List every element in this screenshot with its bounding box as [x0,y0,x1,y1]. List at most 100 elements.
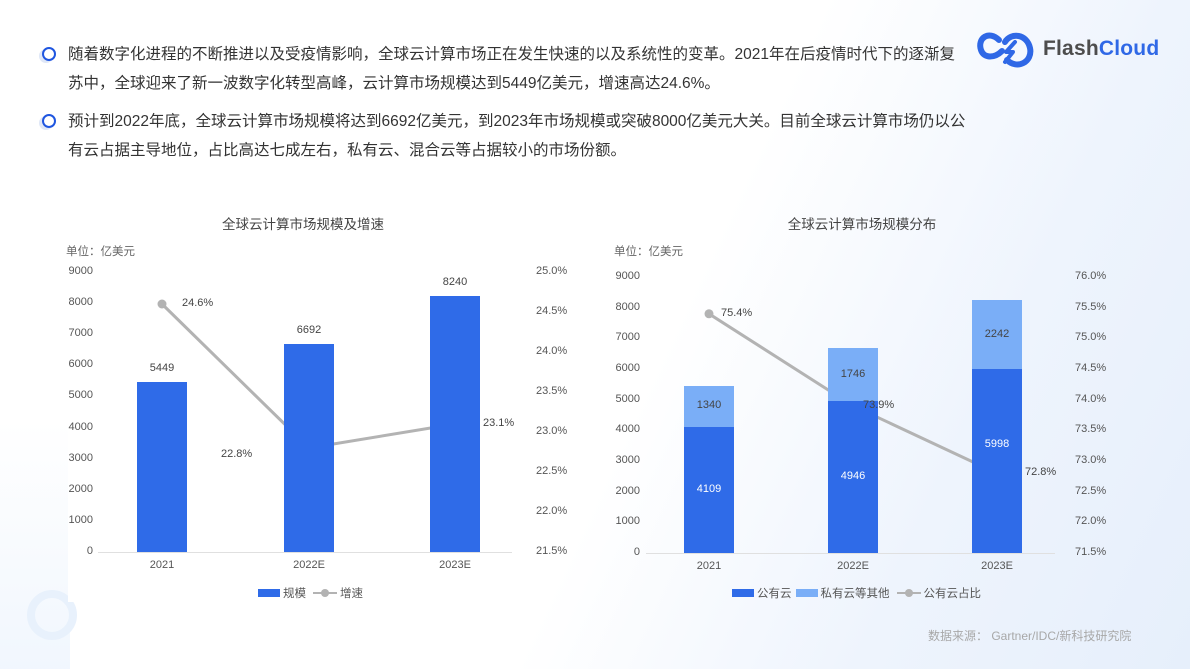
x-axis-label: 2022E [293,559,325,571]
y-axis-right-tick: 23.0% [536,425,568,437]
y-axis-right-tick: 75.5% [1075,300,1107,313]
bar-value-label: 4946 [840,470,866,483]
legend-swatch-icon [732,589,754,597]
bar-value-label: 2242 [984,327,1010,340]
y-axis-right-tick: 73.5% [1075,423,1107,436]
y-axis-left-tick: 7000 [615,331,640,344]
y-axis-left-tick: 9000 [615,270,640,282]
bar-公有云 [972,369,1022,553]
y-axis-right-tick: 22.5% [536,465,568,477]
legend-label: 规模 [283,588,306,600]
y-axis-left-tick: 6000 [68,358,93,371]
y-axis-left-tick: 4000 [68,420,93,433]
bar-value-label: 8240 [442,275,468,288]
summary-bullets: 随着数字化进程的不断推进以及受疫情影响，全球云计算市场正在发生快速的以及系统性的… [40,40,970,174]
legend-item[interactable]: 公有云 [732,585,792,601]
data-source: 数据来源： Gartner/IDC/新科技研究院 [928,629,1132,643]
bar-value-label: 1746 [840,367,866,380]
decorative-ring [27,590,77,640]
legend-label: 公有云 [757,588,792,600]
unit-label: 单位：亿美元 [66,246,135,258]
y-axis-left-tick: 0 [86,545,93,557]
y-axis-right-tick: 22.0% [536,505,568,517]
cloud-lightning-logo-icon [977,32,1034,68]
y-axis-right-tick: 23.5% [536,385,568,397]
y-axis-right-tick: 76.0% [1075,270,1107,282]
bullet-text: 预计到2022年底，全球云计算市场规模将达到6692亿美元，到2023年市场规模… [68,113,966,159]
y-axis-left-tick: 2000 [68,482,93,495]
y-axis-right-tick: 72.5% [1075,484,1107,497]
chart-legend: 规模 增速 [258,585,367,601]
y-axis-left-tick: 3000 [68,451,93,464]
line-value-label: 24.6% [182,297,214,309]
bar-规模 [284,343,334,552]
y-axis-left-tick: 5000 [615,392,640,405]
y-axis-right-tick: 25.0% [536,265,568,277]
legend-label: 私有云等其他 [820,588,890,600]
bar-公有云 [684,426,734,553]
chart-legend: 公有云 私有云等其他 公有云占比 [732,585,985,601]
y-axis-left-tick: 5000 [68,389,93,402]
y-axis-left-tick: 1000 [615,515,640,528]
bullet-item: 预计到2022年底，全球云计算市场规模将达到6692亿美元，到2023年市场规模… [40,107,970,165]
legend-line-marker-icon [313,588,337,598]
x-axis-label: 2021 [696,560,722,572]
y-axis-left-tick: 8000 [615,300,640,313]
x-axis-label: 2022E [837,560,869,572]
y-axis-right-tick: 24.5% [536,305,568,317]
legend-item[interactable]: 公有云占比 [894,585,982,601]
bullet-circle-icon [42,114,56,128]
y-axis-right-tick: 75.0% [1075,331,1107,344]
line-value-label: 75.4% [721,306,753,319]
x-axis-line [646,553,1055,554]
y-axis-left-tick: 0 [633,546,640,558]
y-axis-right-tick: 24.0% [536,345,568,357]
legend-item[interactable]: 增速 [310,585,363,601]
unit-label: 单位：亿美元 [614,246,683,258]
legend-item[interactable]: 私有云等其他 [795,585,890,601]
bar-value-label: 5998 [984,438,1010,451]
y-axis-right-tick: 71.5% [1075,546,1107,558]
bar-公有云 [828,401,878,553]
y-axis-left-tick: 3000 [615,454,640,466]
bullet-text: 随着数字化进程的不断推进以及受疫情影响，全球云计算市场正在发生快速的以及系统性的… [68,46,955,92]
x-axis-label: 2023E [439,559,471,571]
line-value-label: 23.1% [483,417,515,429]
y-axis-right-tick: 72.0% [1075,515,1107,528]
bar-规模 [430,295,480,552]
y-axis-left-tick: 8000 [68,296,93,309]
bar-value-label: 4109 [696,482,722,495]
bar-value-label: 6692 [296,323,322,336]
line-value-label: 22.8% [221,448,253,460]
legend-swatch-icon [795,589,818,597]
bar-私有云等其他 [828,347,878,402]
y-axis-right-tick: 73.0% [1075,454,1107,466]
bullet-item: 随着数字化进程的不断推进以及受疫情影响，全球云计算市场正在发生快速的以及系统性的… [40,40,970,98]
line-value-label: 73.9% [863,398,895,411]
bar-私有云等其他 [684,385,734,427]
legend-swatch-icon [258,589,280,597]
brand-logo: FlashCloud [975,26,1159,72]
bar-私有云等其他 [972,300,1022,370]
y-axis-left-tick: 7000 [68,327,93,340]
x-axis-line [98,552,512,553]
bullet-circle-icon [42,47,56,61]
y-axis-left-tick: 1000 [68,513,93,526]
chart-title: 全球云计算市场规模及增速 [222,217,384,232]
bar-value-label: 5449 [149,362,175,375]
y-axis-left-tick: 9000 [68,265,93,277]
legend-item[interactable]: 规模 [258,585,306,601]
chart-market-size-growth: 全球云计算市场规模及增速 单位：亿美元 0 1000 2000 3000 4000 500… [66,217,568,602]
logo-text: FlashCloud [1043,37,1160,60]
y-axis-left-tick: 6000 [615,362,640,374]
x-axis-label: 2021 [149,559,175,571]
y-axis-right-tick: 74.5% [1075,362,1107,374]
bar-value-label: 1340 [696,399,722,412]
legend-label: 增速 [340,588,363,600]
chart-title: 全球云计算市场规模分布 [787,217,937,232]
legend-label: 公有云占比 [923,588,982,600]
y-axis-right-tick: 21.5% [536,545,568,557]
line-value-label: 72.8% [1025,466,1057,479]
bar-规模 [137,382,187,552]
